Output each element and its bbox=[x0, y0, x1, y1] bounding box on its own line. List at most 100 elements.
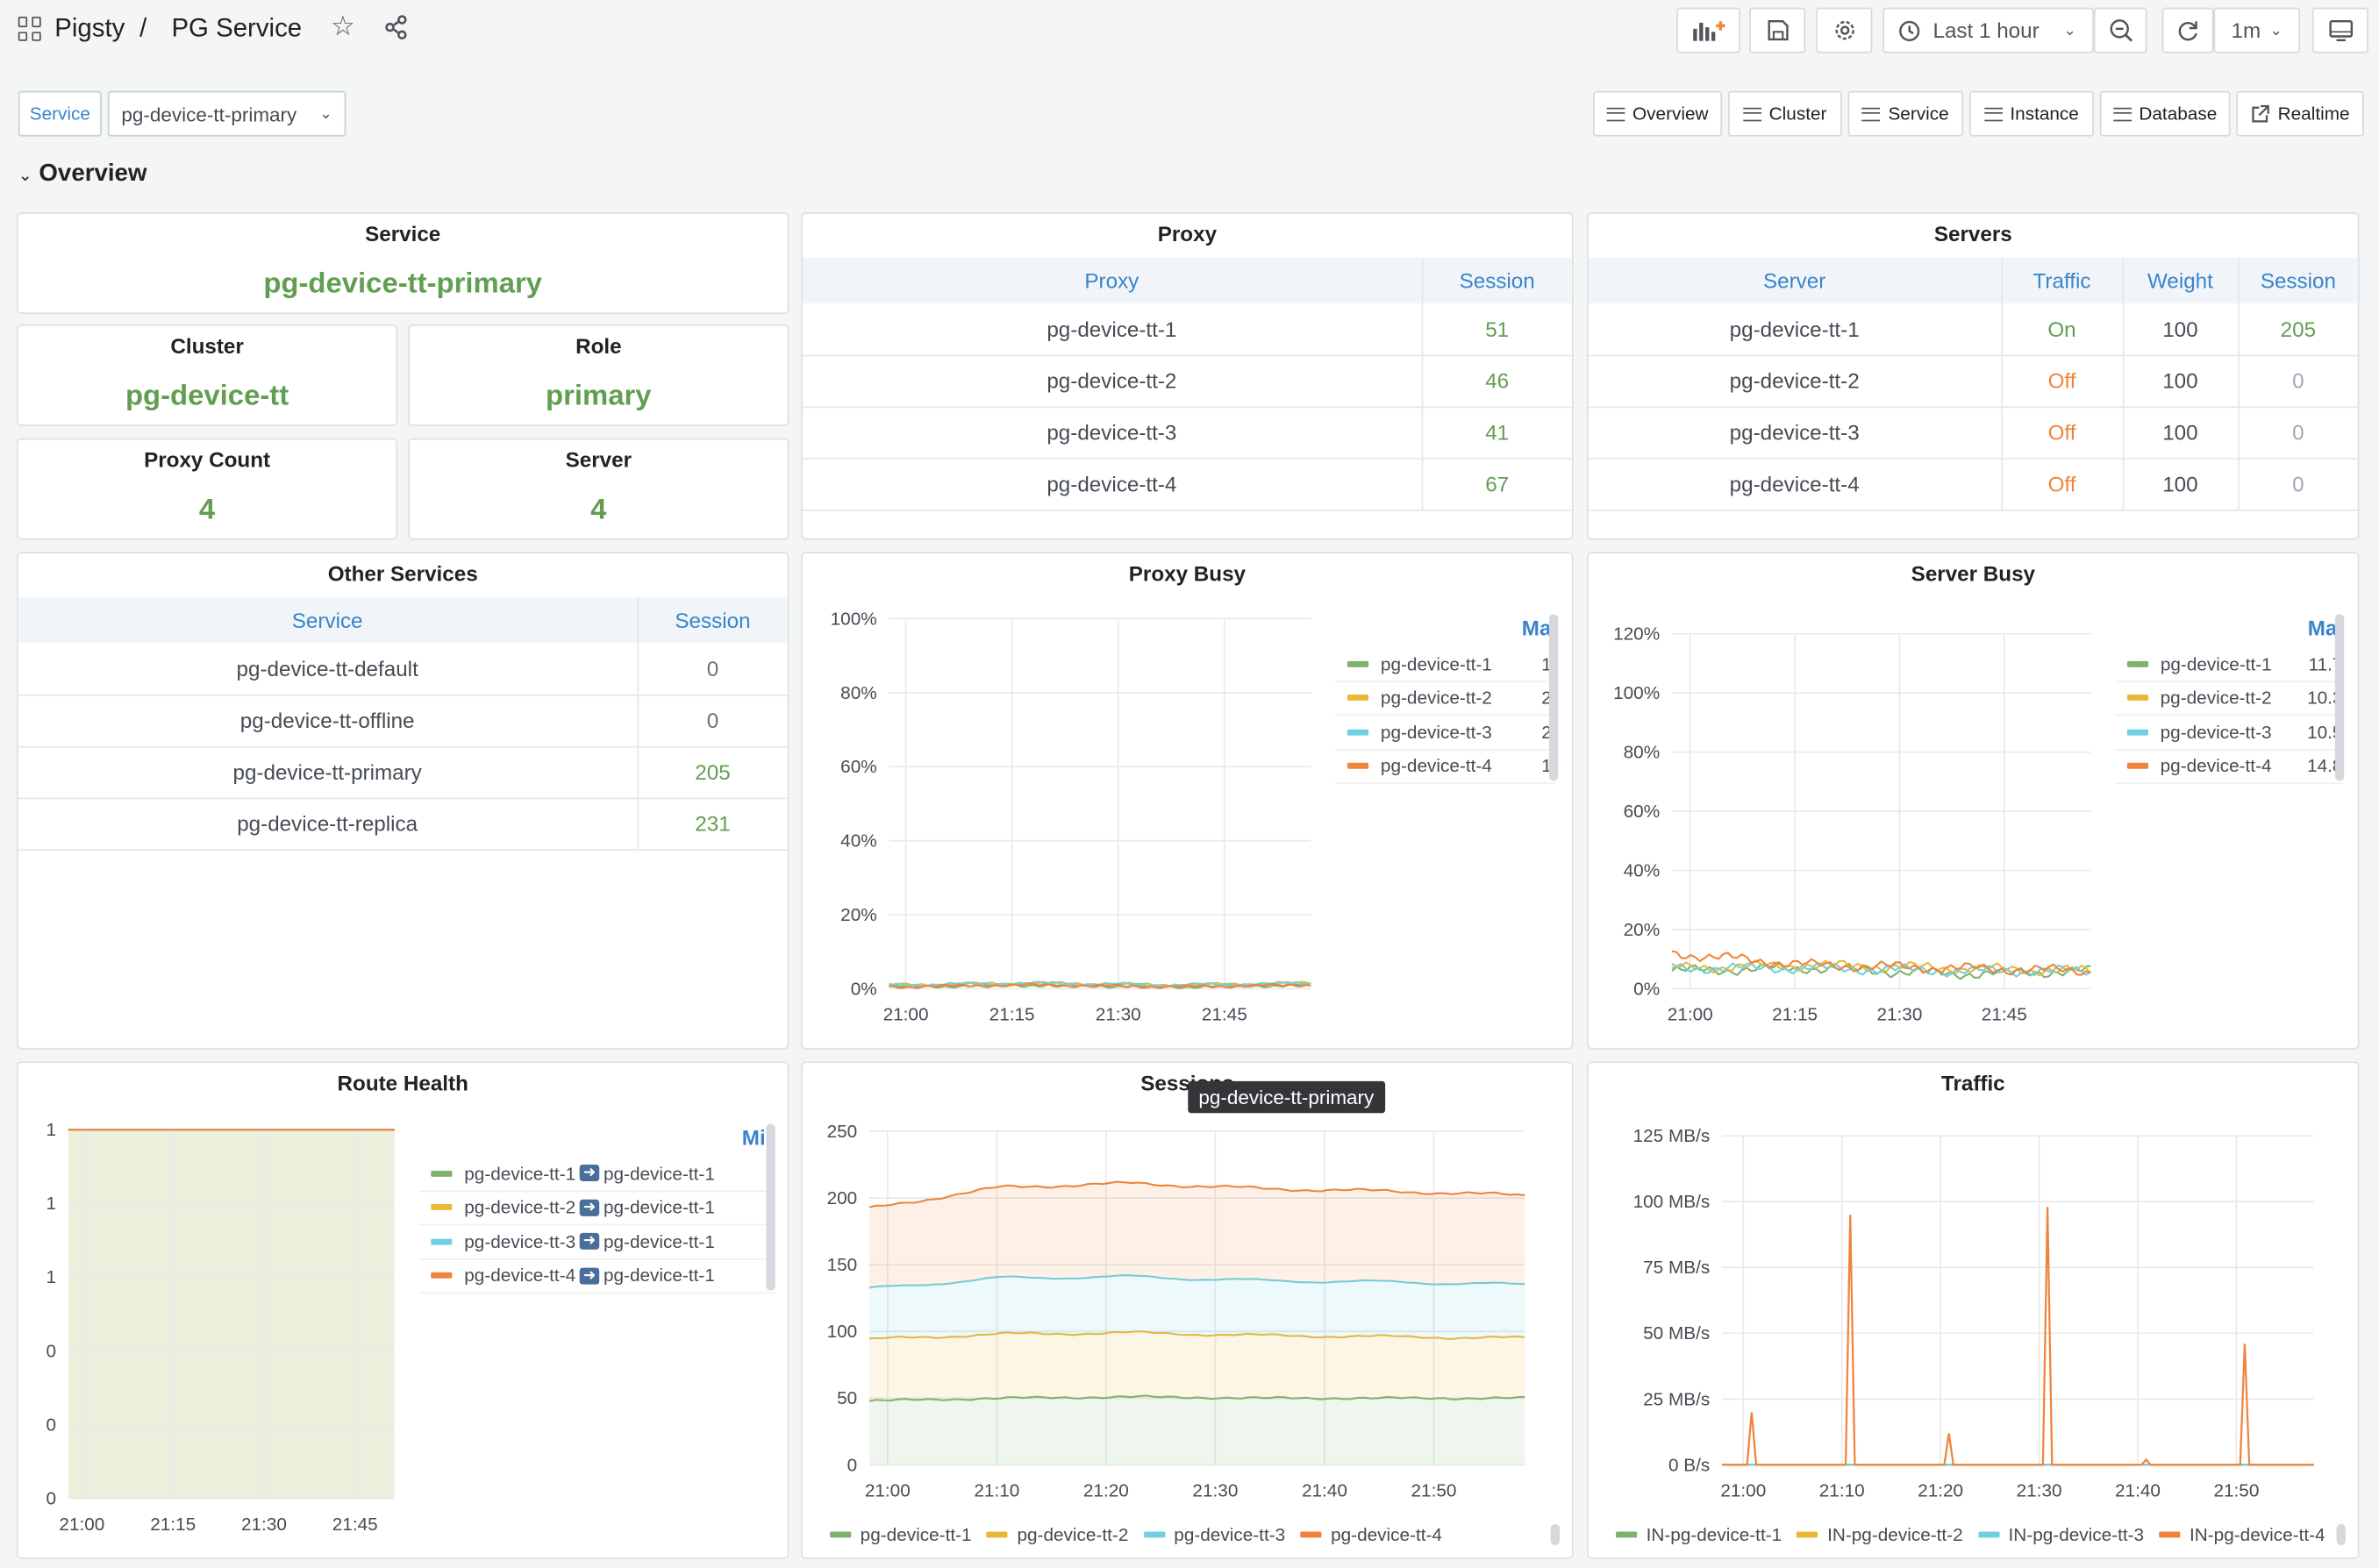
legend-item[interactable]: pg-device-tt-1 ➜ pg-device-tt-1 bbox=[418, 1157, 775, 1192]
table-cell: 100 bbox=[2121, 458, 2239, 510]
proxy-count-stat-panel[interactable]: Proxy Count 4 bbox=[17, 438, 398, 540]
menu-icon bbox=[2112, 106, 2132, 121]
tv-mode-button[interactable] bbox=[2311, 7, 2368, 53]
column-header[interactable]: Session bbox=[636, 597, 788, 644]
series-line bbox=[868, 1394, 1525, 1402]
traffic-panel[interactable]: Traffic 0 B/s 25 MB/s 50 MB/s 75 MB/s 100 MB… bbox=[1587, 1061, 2360, 1559]
legend-item[interactable]: IN-pg-device-tt-3 bbox=[1977, 1524, 2144, 1545]
legend-item[interactable]: pg-device-tt-2 10.3 bbox=[2115, 681, 2343, 716]
chevron-down-icon: ⌄ bbox=[319, 105, 332, 123]
y-tick-label: 250 bbox=[827, 1122, 858, 1142]
breadcrumb-app[interactable]: Pigsty bbox=[54, 13, 125, 43]
share-icon[interactable] bbox=[384, 15, 409, 40]
zoom-out-button[interactable] bbox=[2093, 7, 2147, 53]
column-header[interactable]: Proxy bbox=[802, 257, 1422, 303]
legend-scrollbar[interactable] bbox=[766, 1123, 775, 1291]
link-service[interactable]: Service bbox=[1847, 90, 1964, 137]
legend-scrollbar[interactable] bbox=[2334, 614, 2345, 781]
table-cell: pg-device-tt-default bbox=[18, 643, 638, 695]
legend-item[interactable]: pg-device-tt-4 bbox=[1300, 1524, 1442, 1545]
stat-value: primary bbox=[546, 381, 652, 413]
service-stat-panel[interactable]: Service pg-device-tt-primary bbox=[17, 212, 789, 314]
proxy-table: Proxy Session pg-device-tt-1 51 pg-device-… bbox=[802, 257, 1572, 510]
legend-item[interactable]: pg-device-tt-4 1 bbox=[1335, 750, 1555, 785]
legend-scrollbar[interactable] bbox=[2336, 1523, 2346, 1546]
service-variable-value: pg-device-tt-primary bbox=[121, 102, 297, 125]
table-row: pg-device-tt-1 On 100 205 bbox=[1588, 303, 2358, 356]
legend-item[interactable]: pg-device-tt-3 bbox=[1143, 1524, 1285, 1545]
cluster-stat-panel[interactable]: Cluster pg-device-tt bbox=[17, 324, 398, 426]
apps-grid-icon[interactable] bbox=[18, 17, 43, 41]
external-link-icon bbox=[2252, 104, 2270, 122]
y-tick-label: 100 bbox=[827, 1322, 858, 1342]
legend-item[interactable]: pg-device-tt-1 bbox=[830, 1524, 972, 1545]
x-tick-label: 21:45 bbox=[1202, 1005, 1247, 1025]
dashboard-title[interactable]: PG Service bbox=[171, 13, 303, 43]
server-stat-panel[interactable]: Server 4 bbox=[408, 438, 789, 540]
series-area bbox=[869, 1395, 1525, 1465]
legend-item[interactable]: IN-pg-device-tt-1 bbox=[1616, 1524, 1782, 1545]
arrow-right-icon: ➜ bbox=[580, 1165, 599, 1182]
legend-header[interactable]: Mi bbox=[741, 1125, 766, 1150]
legend-item[interactable]: IN-pg-device-tt-4 bbox=[2159, 1524, 2325, 1545]
legend-header[interactable]: Ma bbox=[2307, 616, 2338, 640]
time-range-picker[interactable]: Last 1 hour ⌄ bbox=[1882, 7, 2094, 53]
column-header[interactable]: Weight bbox=[2121, 257, 2239, 303]
legend-item[interactable]: pg-device-tt-3 2 bbox=[1335, 716, 1555, 751]
legend-item[interactable]: pg-device-tt-1 1 bbox=[1335, 647, 1555, 682]
proxy-busy-panel[interactable]: Proxy Busy 0% 20% 40% 60% 80% 100% 21:00 21:15 2… bbox=[801, 552, 1574, 1050]
chevron-down-icon: ⌄ bbox=[18, 167, 32, 185]
refresh-interval-picker[interactable]: 1m ⌄ bbox=[2213, 7, 2301, 53]
link-instance[interactable]: Instance bbox=[1969, 90, 2094, 137]
server-busy-panel[interactable]: Server Busy 0% 20% 40% 60% 80% 100% 120% 21:00 2… bbox=[1587, 552, 2360, 1050]
save-dashboard-button[interactable] bbox=[1749, 7, 1806, 53]
table-row: pg-device-tt-2 46 bbox=[802, 354, 1572, 408]
refresh-button[interactable] bbox=[2161, 7, 2214, 53]
servers-table-panel[interactable]: Servers Server Traffic Weight Session pg-de… bbox=[1587, 212, 2360, 540]
sessions-panel[interactable]: Sessions 05010015020025021:0021:1021:202… bbox=[801, 1061, 1574, 1559]
traffic-chart: 0 B/s 25 MB/s 50 MB/s 75 MB/s 100 MB/s 125 MB… bbox=[1633, 1126, 2314, 1501]
service-variable-select[interactable]: pg-device-tt-primary ⌄ bbox=[107, 90, 346, 137]
legend-item[interactable]: pg-device-tt-4 14.8 bbox=[2115, 750, 2343, 785]
legend-item[interactable]: pg-device-tt-2 2 bbox=[1335, 681, 1555, 716]
settings-button[interactable] bbox=[1816, 7, 1873, 53]
x-tick-label: 21:15 bbox=[1772, 1005, 1818, 1025]
column-header[interactable]: Traffic bbox=[2000, 257, 2123, 303]
legend-item[interactable]: IN-pg-device-tt-2 bbox=[1797, 1524, 1963, 1545]
table-cell: 41 bbox=[1420, 406, 1572, 460]
legend-scrollbar[interactable] bbox=[1548, 614, 1559, 781]
monitor-icon bbox=[2328, 19, 2353, 42]
legend-item[interactable]: pg-device-tt-2 bbox=[986, 1524, 1128, 1545]
sessions-chart: 0 50 100 150 200 250 21:00 21:10 21:20 21:30 21:40… bbox=[827, 1122, 1525, 1501]
legend-item[interactable]: pg-device-tt-1 11.7 bbox=[2115, 647, 2343, 682]
column-header[interactable]: Service bbox=[18, 597, 638, 644]
x-tick-label: 21:00 bbox=[1668, 1005, 1713, 1025]
panel-title: Server bbox=[565, 447, 632, 472]
column-header[interactable]: Session bbox=[1420, 257, 1572, 303]
legend-header[interactable]: Ma bbox=[1521, 616, 1552, 640]
link-realtime[interactable]: Realtime bbox=[2236, 90, 2364, 137]
column-header[interactable]: Session bbox=[2237, 257, 2358, 303]
add-panel-button[interactable] bbox=[1676, 7, 1740, 53]
table-cell: Off bbox=[2000, 406, 2123, 460]
legend-item[interactable]: pg-device-tt-4 ➜ pg-device-tt-1 bbox=[418, 1259, 775, 1294]
proxy-table-panel[interactable]: Proxy Proxy Session pg-device-tt-1 51 pg-d… bbox=[801, 212, 1574, 540]
table-cell: Off bbox=[2000, 354, 2123, 408]
route-health-panel[interactable]: Route Health 0 0 0 1 1 1 21:00 21:15 21:30 21:45 … bbox=[17, 1061, 789, 1559]
y-tick-label: 25 MB/s bbox=[1643, 1389, 1710, 1409]
link-cluster[interactable]: Cluster bbox=[1728, 90, 1842, 137]
role-stat-panel[interactable]: Role primary bbox=[408, 324, 789, 426]
x-tick-label: 21:15 bbox=[989, 1005, 1035, 1025]
row-overview[interactable]: ⌄ Overview bbox=[18, 160, 147, 188]
link-database[interactable]: Database bbox=[2099, 90, 2231, 137]
legend-item[interactable]: pg-device-tt-3 ➜ pg-device-tt-1 bbox=[418, 1225, 775, 1260]
column-header[interactable]: Server bbox=[1588, 257, 2002, 303]
legend-item[interactable]: pg-device-tt-3 10.5 bbox=[2115, 716, 2343, 751]
legend-scrollbar[interactable] bbox=[1550, 1523, 1561, 1546]
star-icon[interactable]: ☆ bbox=[331, 11, 355, 41]
y-tick-label: 150 bbox=[827, 1255, 858, 1275]
panel-title: Service bbox=[365, 221, 441, 246]
legend-item[interactable]: pg-device-tt-2 ➜ pg-device-tt-1 bbox=[418, 1191, 775, 1226]
other-services-panel[interactable]: Other Services Service Session pg-device-… bbox=[17, 552, 789, 1050]
link-overview[interactable]: Overview bbox=[1593, 90, 1723, 137]
